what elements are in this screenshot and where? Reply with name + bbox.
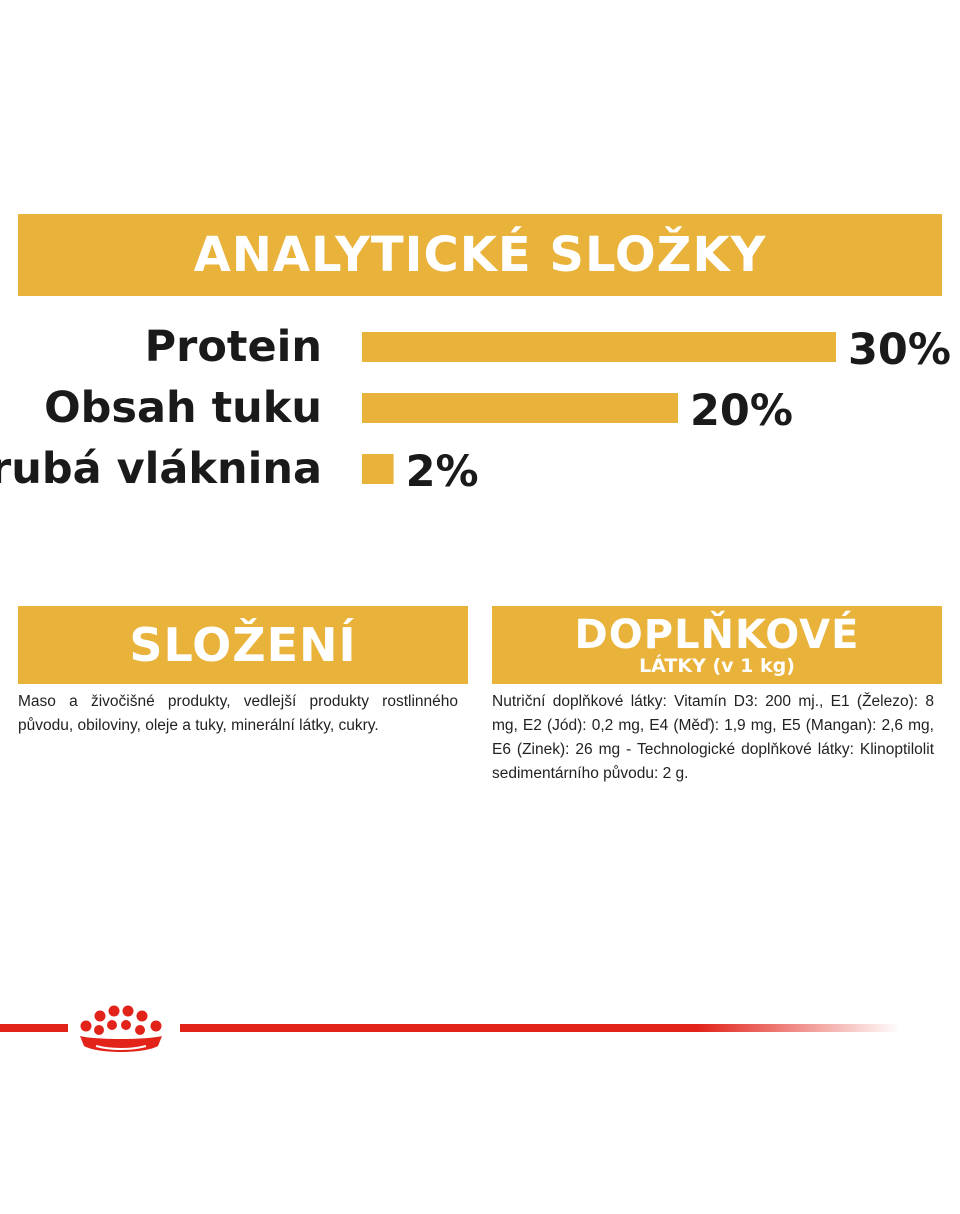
composition-title: SLOŽENÍ: [129, 618, 357, 672]
brand-line-right: [180, 1024, 900, 1032]
nutrient-value-label: 20%: [690, 386, 793, 436]
brand-line-left: [0, 1024, 68, 1032]
nutrient-bar: [362, 393, 678, 423]
additives-title: DOPLŇKOVÉ: [574, 611, 860, 658]
additives-text: Nutriční doplňkové látky: Vitamín D3: 20…: [492, 693, 934, 782]
analytics-banner: ANALYTICKÉ SLOŽKY: [18, 214, 942, 296]
analytics-chart-svg: Protein 30% Obsah tuku 20% Hrubá vláknina 2%: [0, 322, 951, 497]
composition-banner: SLOŽENÍ: [18, 606, 468, 684]
nutrient-bar: [362, 454, 394, 484]
nutrient-label: Hrubá vláknina: [0, 444, 322, 494]
composition-text: Maso a živočišné produkty, vedlejší prod…: [18, 693, 458, 734]
crown-icon: [80, 1005, 162, 1052]
nutrient-value-label: 2%: [406, 447, 479, 497]
analytics-title: ANALYTICKÉ SLOŽKY: [193, 227, 767, 283]
nutrient-label: Obsah tuku: [44, 383, 322, 433]
nutrient-bar: [362, 332, 836, 362]
analytics-chart: Protein 30% Obsah tuku 20% Hrubá vláknina 2%: [0, 310, 960, 510]
nutrient-value-label: 30%: [848, 325, 951, 375]
nutrient-label: Protein: [145, 322, 322, 372]
additives-banner: DOPLŇKOVÉ LÁTKY (v 1 kg): [492, 606, 942, 684]
additives-subtitle: LÁTKY (v 1 kg): [639, 654, 795, 677]
